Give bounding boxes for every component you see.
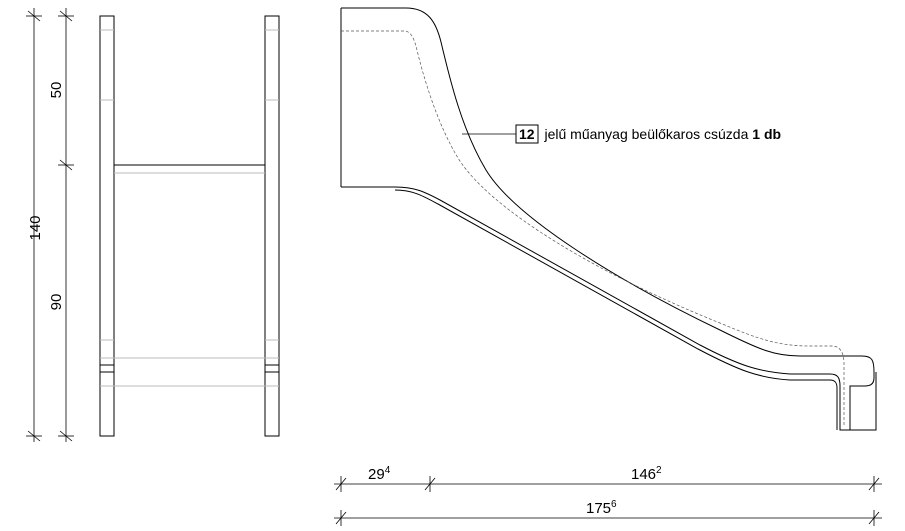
side-view xyxy=(340,7,877,431)
slide-inner-bottom xyxy=(394,189,838,430)
dim-total-side-label: 1756 xyxy=(586,499,617,517)
dim-tick-row1-b xyxy=(424,477,436,491)
dim-tick-row1-c xyxy=(868,477,880,491)
dim-total-sup: 6 xyxy=(611,499,617,510)
dim-entry-label: 294 xyxy=(368,465,391,483)
left-rail xyxy=(99,15,115,437)
side-dimensions: 294 1462 1756 xyxy=(334,465,882,526)
right-rail xyxy=(264,15,280,437)
front-dimensions: 140 50 90 xyxy=(26,8,74,442)
dim-run-base: 146 xyxy=(631,466,656,483)
callout-number-box xyxy=(515,124,539,144)
front-view xyxy=(99,15,280,437)
dim-entry-sup: 4 xyxy=(385,465,391,476)
slide-hidden-contour xyxy=(341,30,845,425)
dim-tick-row1-a xyxy=(335,477,347,491)
dim-run-label: 1462 xyxy=(631,465,662,483)
callout-text-prefix: jelű műanyag beülőkaros csúzda xyxy=(541,126,753,142)
dim-entry-base: 29 xyxy=(368,466,385,483)
dim-total-label: 140 xyxy=(27,215,44,240)
dim-run-sup: 2 xyxy=(656,465,662,476)
callout-text-bold: 1 db xyxy=(752,126,781,142)
slide-top-profile xyxy=(341,7,875,430)
dim-upper-label: 50 xyxy=(48,82,65,99)
callout-number: 12 xyxy=(519,126,535,142)
dim-tick-row2-a xyxy=(335,511,347,525)
dim-lower-label: 90 xyxy=(48,294,65,311)
dim-tick-row2-b xyxy=(868,511,880,525)
dim-total-base: 175 xyxy=(586,500,611,517)
callout: 12 jelű műanyag beülőkaros csúzda 1 db xyxy=(462,124,781,144)
callout-text: 12 jelű műanyag beülőkaros csúzda 1 db xyxy=(519,126,781,142)
slide-bottom-profile xyxy=(341,186,877,431)
